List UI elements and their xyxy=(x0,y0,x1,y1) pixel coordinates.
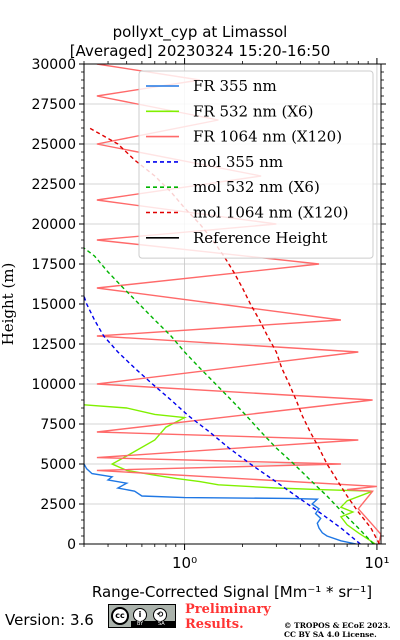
legend-label-2: FR 1064 nm (X120) xyxy=(193,128,342,146)
legend-label-0: FR 355 nm xyxy=(193,77,277,95)
y-tick-label-12: 30000 xyxy=(31,57,76,73)
legend-label-4: mol 532 nm (X6) xyxy=(193,178,320,196)
share-alike-icon: ⟲ xyxy=(153,608,167,622)
series-line-1 xyxy=(84,404,376,544)
preliminary-line2: Results. xyxy=(185,617,244,632)
copyright-line1: © TROPOS & ECoE 2023. xyxy=(284,621,391,630)
y-tick-label-7: 17500 xyxy=(31,257,76,273)
chart-title-line2: [Averaged] 20230324 15:20-16:50 xyxy=(69,42,331,60)
cc-icon: cc xyxy=(111,607,129,625)
badge-by-label: BY xyxy=(137,621,144,627)
x-tick-label-1: 10¹ xyxy=(364,554,389,572)
badge-sa-label: SA xyxy=(158,621,165,627)
y-tick-label-0: 0 xyxy=(67,537,76,553)
y-tick-label-2: 5000 xyxy=(40,457,76,473)
y-tick-label-9: 22500 xyxy=(31,177,76,193)
legend-label-3: mol 355 nm xyxy=(193,153,283,171)
copyright-line2: CC BY SA 4.0 License. xyxy=(284,630,377,639)
y-tick-label-8: 20000 xyxy=(31,217,76,233)
series-line-3 xyxy=(84,293,361,544)
y-tick-label-11: 27500 xyxy=(31,97,76,113)
legend-label-6: Reference Height xyxy=(193,229,327,247)
preliminary-line1: Preliminary xyxy=(185,602,271,617)
cc-by-sa-badge: cc i ⟲ BY SA xyxy=(108,604,176,628)
legend-box xyxy=(138,70,374,259)
y-tick-label-1: 2500 xyxy=(40,497,76,513)
chart-title-line1: pollyxt_cyp at Limassol xyxy=(112,23,288,41)
attribution-icon: i xyxy=(133,608,147,622)
copyright-note: © TROPOS & ECoE 2023. CC BY SA 4.0 Licen… xyxy=(284,621,391,639)
series-line-0 xyxy=(84,463,357,544)
y-tick-label-10: 25000 xyxy=(31,137,76,153)
y-tick-label-5: 12500 xyxy=(31,337,76,353)
y-tick-label-4: 10000 xyxy=(31,377,76,393)
x-tick-label-0: 10⁰ xyxy=(172,554,197,572)
lidar-profile-chart: 0 2500 5000 7500 10000 12500 15000 17500 20000 22… xyxy=(0,57,389,600)
version-label: Version: 3.6 xyxy=(5,611,94,629)
badge-strip: BY SA xyxy=(131,621,175,627)
legend-label-5: mol 1064 nm (X120) xyxy=(193,204,348,222)
series-line-4 xyxy=(84,246,375,544)
y-axis-label: Height (m) xyxy=(0,263,17,346)
y-tick-label-6: 15000 xyxy=(31,297,76,313)
preliminary-results-note: Preliminary Results. xyxy=(185,602,271,632)
legend-label-1: FR 532 nm (X6) xyxy=(193,102,313,120)
y-tick-label-3: 7500 xyxy=(40,417,76,433)
x-axis-label: Range-Corrected Signal [Mm⁻¹ * sr⁻¹] xyxy=(92,583,372,600)
